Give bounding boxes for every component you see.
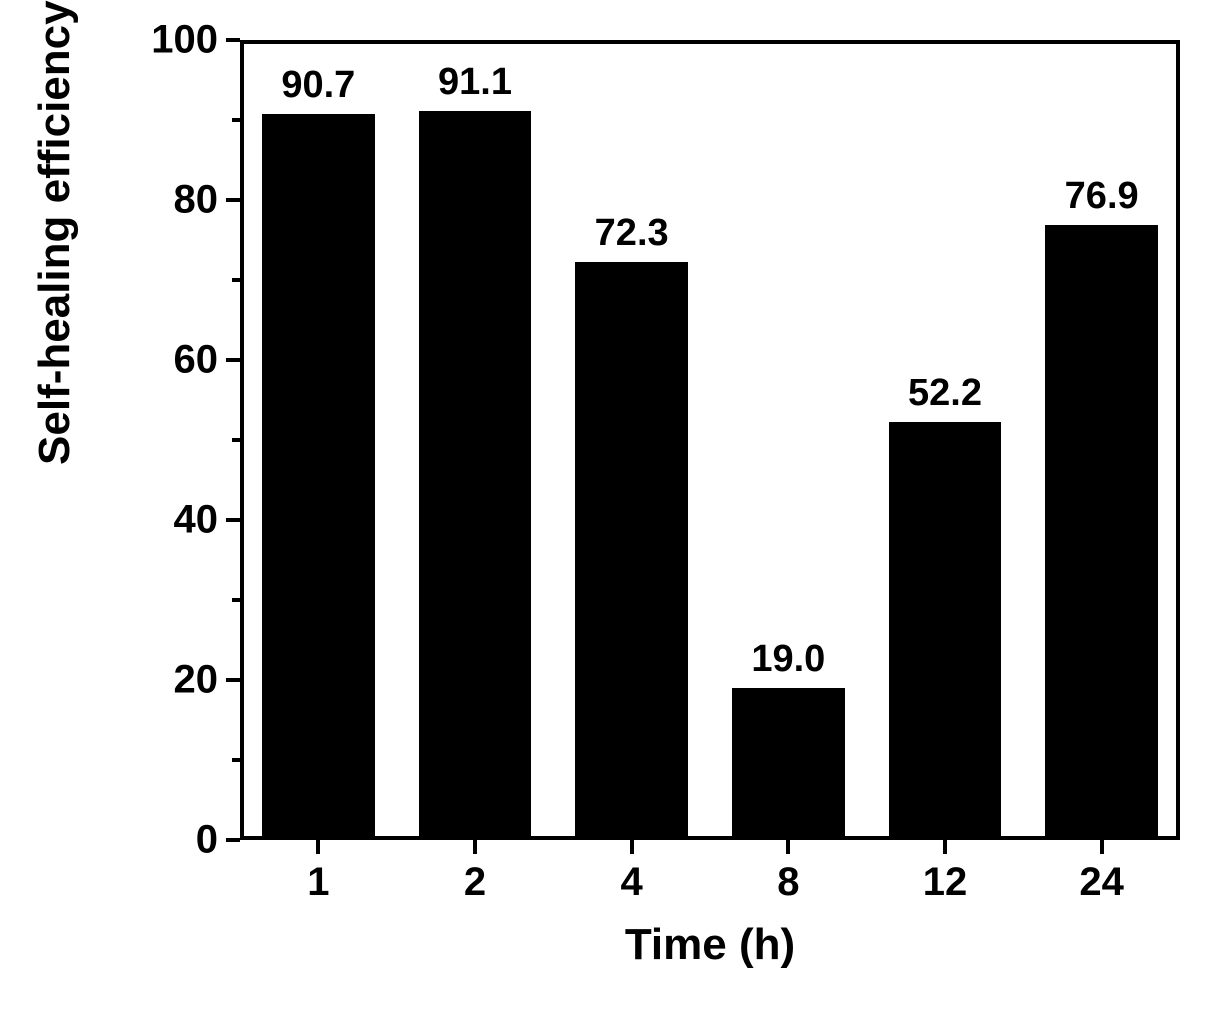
bar-value-label: 19.0 bbox=[751, 638, 825, 681]
y-tick-mark bbox=[226, 38, 240, 42]
bar-value-label: 76.9 bbox=[1065, 175, 1139, 218]
bar bbox=[889, 422, 1002, 840]
y-tick-mark bbox=[226, 358, 240, 362]
y-tick-mark bbox=[226, 838, 240, 842]
bar-value-label: 52.2 bbox=[908, 372, 982, 415]
x-tick-mark bbox=[473, 840, 477, 854]
bar bbox=[419, 111, 532, 840]
x-tick-label: 24 bbox=[1079, 860, 1124, 905]
y-tick-label: 60 bbox=[174, 338, 219, 383]
bar-value-label: 91.1 bbox=[438, 61, 512, 104]
y-minor-tick bbox=[232, 278, 240, 282]
x-tick-mark bbox=[943, 840, 947, 854]
x-tick-label: 1 bbox=[307, 860, 329, 905]
x-tick-mark bbox=[630, 840, 634, 854]
y-tick-label: 0 bbox=[196, 818, 218, 863]
y-tick-mark bbox=[226, 518, 240, 522]
y-tick-label: 20 bbox=[174, 658, 219, 703]
y-tick-mark bbox=[226, 678, 240, 682]
y-tick-label: 80 bbox=[174, 178, 219, 223]
x-tick-mark bbox=[786, 840, 790, 854]
bar-value-label: 72.3 bbox=[595, 212, 669, 255]
bar bbox=[575, 262, 688, 840]
bar bbox=[732, 688, 845, 840]
bar-value-label: 90.7 bbox=[281, 64, 355, 107]
y-minor-tick bbox=[232, 438, 240, 442]
x-tick-label: 2 bbox=[464, 860, 486, 905]
x-tick-mark bbox=[316, 840, 320, 854]
bar bbox=[262, 114, 375, 840]
plot-area bbox=[240, 40, 1180, 840]
y-tick-mark bbox=[226, 198, 240, 202]
x-tick-label: 4 bbox=[621, 860, 643, 905]
bar bbox=[1045, 225, 1158, 840]
chart-container: Self-healing efficiency (%) Time (h) 020… bbox=[60, 20, 1190, 980]
y-tick-label: 100 bbox=[151, 18, 218, 63]
x-tick-label: 8 bbox=[777, 860, 799, 905]
x-tick-label: 12 bbox=[923, 860, 968, 905]
y-tick-label: 40 bbox=[174, 498, 219, 543]
x-axis-label: Time (h) bbox=[240, 920, 1180, 970]
y-minor-tick bbox=[232, 598, 240, 602]
y-minor-tick bbox=[232, 118, 240, 122]
y-minor-tick bbox=[232, 758, 240, 762]
x-tick-mark bbox=[1100, 840, 1104, 854]
